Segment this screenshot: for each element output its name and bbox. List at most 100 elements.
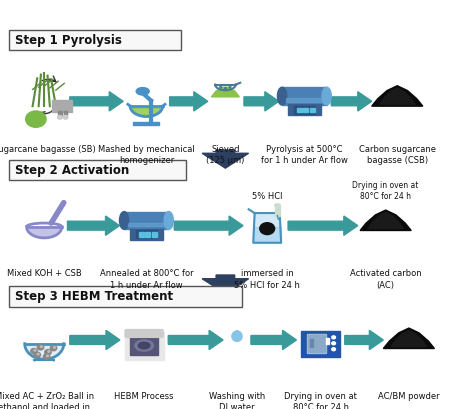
Polygon shape — [368, 212, 403, 229]
FancyBboxPatch shape — [9, 160, 186, 180]
Polygon shape — [331, 92, 372, 111]
Polygon shape — [202, 275, 248, 294]
Text: Washing with
DI water: Washing with DI water — [209, 392, 265, 409]
FancyBboxPatch shape — [9, 286, 242, 307]
Circle shape — [332, 336, 336, 339]
Polygon shape — [253, 227, 281, 243]
Text: 5% HCl: 5% HCl — [252, 192, 283, 201]
Ellipse shape — [135, 340, 154, 351]
Bar — [310, 108, 315, 112]
Bar — [128, 222, 165, 227]
Polygon shape — [70, 92, 123, 111]
Circle shape — [332, 342, 336, 345]
Text: Carbon sugarcane
bagasse (CSB): Carbon sugarcane bagasse (CSB) — [359, 145, 436, 165]
Polygon shape — [244, 92, 279, 111]
Bar — [52, 100, 72, 112]
FancyBboxPatch shape — [9, 30, 181, 50]
Polygon shape — [170, 92, 208, 111]
Polygon shape — [25, 344, 64, 359]
Ellipse shape — [232, 331, 242, 342]
Polygon shape — [67, 216, 119, 235]
Polygon shape — [383, 328, 434, 348]
Text: immersed in
5% HCl for 24 h: immersed in 5% HCl for 24 h — [234, 270, 300, 290]
Ellipse shape — [138, 342, 150, 349]
Polygon shape — [288, 216, 358, 235]
Bar — [125, 332, 164, 360]
Polygon shape — [211, 87, 239, 97]
Circle shape — [48, 351, 50, 352]
Bar — [124, 211, 169, 229]
Bar — [274, 205, 280, 216]
Polygon shape — [253, 213, 281, 243]
Circle shape — [31, 348, 37, 354]
Bar — [146, 232, 150, 237]
Bar — [310, 339, 313, 347]
Polygon shape — [174, 216, 243, 235]
Bar — [130, 229, 163, 240]
Text: Annealed at 800°C for
1 h under Ar flow: Annealed at 800°C for 1 h under Ar flow — [100, 270, 193, 290]
Circle shape — [260, 222, 274, 235]
Bar — [303, 108, 308, 112]
Polygon shape — [372, 86, 423, 106]
Polygon shape — [345, 330, 383, 350]
Bar — [130, 336, 158, 355]
Circle shape — [34, 350, 36, 351]
Bar — [136, 230, 156, 238]
Text: AC/BM powder: AC/BM powder — [378, 392, 440, 401]
Text: Drying in oven at
80°C for 24 h: Drying in oven at 80°C for 24 h — [353, 181, 419, 201]
Bar — [125, 332, 164, 360]
FancyBboxPatch shape — [125, 330, 163, 337]
Circle shape — [37, 353, 39, 355]
Polygon shape — [168, 330, 223, 350]
Circle shape — [220, 86, 222, 88]
Ellipse shape — [322, 87, 331, 105]
Text: Step 3 HEBM Treatment: Step 3 HEBM Treatment — [15, 290, 173, 303]
Ellipse shape — [274, 204, 280, 207]
Text: Mashed by mechanical
homogenizer: Mashed by mechanical homogenizer — [98, 145, 195, 165]
Circle shape — [54, 347, 55, 348]
Circle shape — [46, 355, 48, 357]
Bar — [133, 122, 159, 126]
Polygon shape — [27, 227, 62, 238]
Circle shape — [225, 88, 226, 89]
Text: Mixed KOH + CSB: Mixed KOH + CSB — [7, 270, 82, 279]
Text: Pyrolysis at 500°C
for 1 h under Ar flow: Pyrolysis at 500°C for 1 h under Ar flow — [261, 145, 348, 165]
Text: Sugarcane bagasse (SB): Sugarcane bagasse (SB) — [0, 145, 96, 154]
Polygon shape — [232, 330, 242, 335]
Bar — [282, 87, 327, 105]
Polygon shape — [360, 210, 411, 231]
Bar — [301, 331, 340, 357]
Bar — [152, 232, 156, 237]
Circle shape — [43, 354, 50, 359]
Ellipse shape — [119, 211, 129, 229]
Circle shape — [58, 115, 63, 119]
Polygon shape — [202, 150, 248, 168]
Bar — [139, 232, 144, 237]
Bar — [288, 104, 320, 115]
Polygon shape — [70, 330, 120, 350]
Bar — [294, 106, 315, 114]
Text: Mixed AC + ZrO₂ Ball in
ethanol and loaded in
grinding jars: Mixed AC + ZrO₂ Ball in ethanol and load… — [0, 392, 94, 409]
Bar — [58, 111, 62, 116]
Polygon shape — [379, 88, 415, 104]
Bar — [326, 338, 329, 344]
Polygon shape — [391, 330, 427, 347]
Polygon shape — [132, 108, 160, 115]
Circle shape — [50, 346, 57, 351]
Text: Drying in oven at
80°C for 24 h: Drying in oven at 80°C for 24 h — [284, 392, 357, 409]
Text: Sieved
(125 µm): Sieved (125 µm) — [206, 145, 245, 165]
Circle shape — [45, 350, 51, 355]
Bar — [297, 108, 301, 112]
Circle shape — [63, 115, 68, 119]
Polygon shape — [251, 330, 296, 350]
Bar — [308, 335, 325, 352]
Text: HEBM Process: HEBM Process — [114, 392, 174, 401]
Text: Activated carbon
(AC): Activated carbon (AC) — [350, 270, 421, 290]
Circle shape — [40, 346, 42, 347]
Bar — [286, 98, 323, 102]
Ellipse shape — [136, 88, 149, 95]
Circle shape — [26, 111, 46, 127]
Ellipse shape — [277, 87, 287, 105]
Circle shape — [229, 86, 231, 88]
Text: Step 2 Activation: Step 2 Activation — [15, 164, 129, 177]
